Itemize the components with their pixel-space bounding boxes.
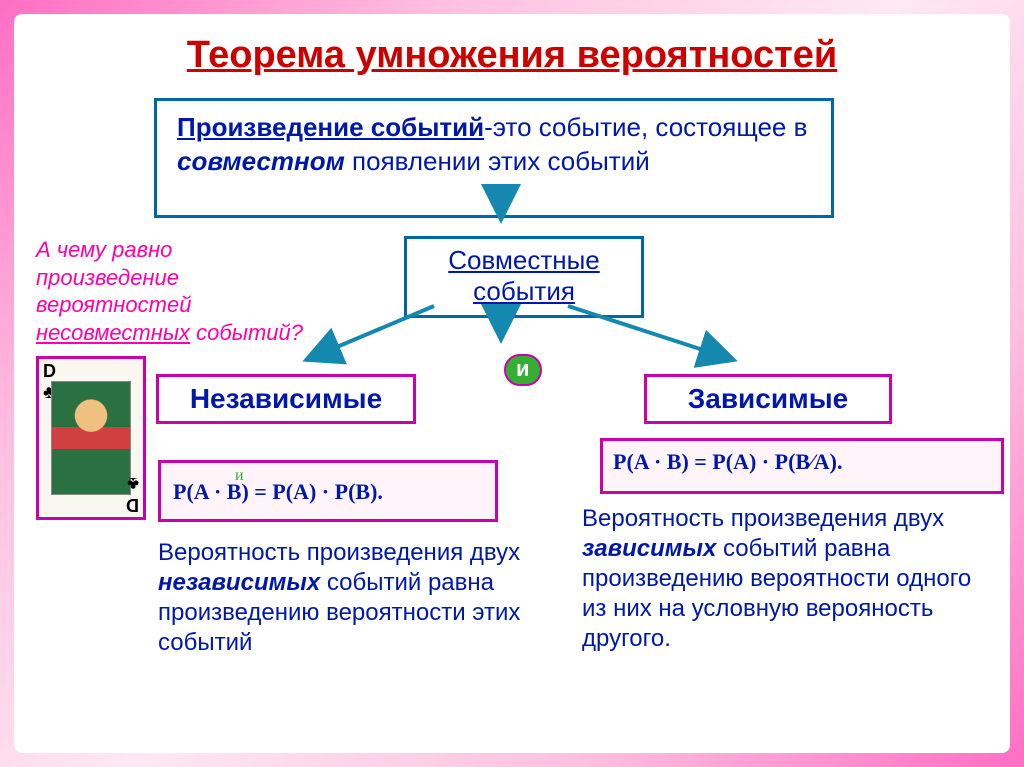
side-question: А чему равно произведение вероятностей н… [36, 236, 306, 346]
def-term: Произведение событий [177, 112, 484, 142]
def-rest: появлении этих событий [345, 146, 650, 176]
expl-left-bold: независимых [158, 569, 320, 596]
expl-right-l1: Вероятность произведения двух [582, 505, 944, 532]
slide-title: Теорема умножения вероятностей [46, 34, 978, 77]
def-emph: совместном [177, 146, 345, 176]
explanation-independent: Вероятность произведения двух независимы… [158, 538, 558, 658]
def-dash: -это событие, состоящее в [484, 112, 807, 142]
connector-pill: и [504, 354, 542, 386]
expl-right-bold: зависимых [582, 535, 716, 562]
independent-box: Независимые [156, 374, 416, 424]
explanation-dependent: Вероятность произведения двух зависимых … [582, 504, 1002, 654]
card-face [51, 381, 131, 495]
formula-independent: и P(A · B) = P(A) · P(B). [158, 460, 498, 522]
dependent-box: Зависимые [644, 374, 892, 424]
playing-card-icon: D♣ D♣ [36, 356, 146, 520]
joint-events-box: Совместные события [404, 236, 644, 318]
expl-left-l1: Вероятность произведения двух [158, 539, 520, 566]
formula-indep-text: P(A · B) = P(A) · P(B). [173, 479, 383, 504]
definition-box: Произведение событий-это событие, состоя… [154, 98, 834, 218]
side-q-line1: А чему равно произведение вероятностей [36, 237, 191, 317]
card-rank-br: D♣ [126, 473, 139, 515]
side-q-underline: несовместных [36, 320, 190, 345]
side-q-line2: событий? [190, 320, 303, 345]
formula-dependent: P(A · B) = P(A) · P(B⁄A). [600, 438, 1004, 494]
joint-l1: Совместные [407, 245, 641, 276]
formula-dep-text: P(A · B) = P(A) · P(B⁄A). [613, 449, 842, 474]
joint-l2: события [407, 276, 641, 307]
